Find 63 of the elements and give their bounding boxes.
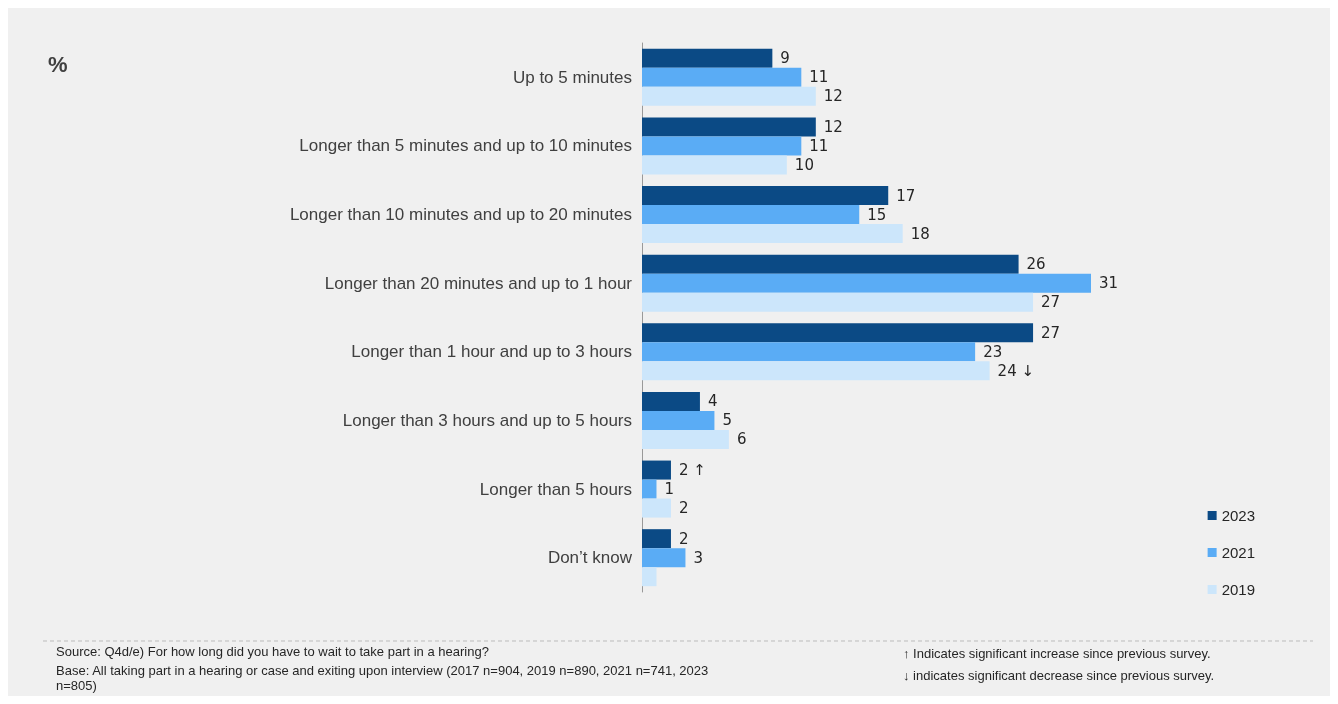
data-label: 6 bbox=[736, 430, 747, 449]
y-tick-label: Don’t know bbox=[547, 548, 633, 568]
bar bbox=[642, 292, 1034, 312]
data-label: 9 bbox=[780, 49, 790, 68]
data-label: 11 bbox=[809, 68, 829, 87]
data-label: 11 bbox=[809, 136, 829, 155]
bar bbox=[642, 479, 657, 499]
bar bbox=[642, 67, 802, 87]
bar bbox=[642, 342, 976, 362]
y-tick-label: Longer than 5 minutes and up to 10 minutes bbox=[299, 136, 632, 156]
bar bbox=[642, 136, 802, 156]
bar bbox=[642, 117, 816, 137]
text: % bbox=[48, 51, 68, 77]
legend-label: 2023 bbox=[1221, 507, 1256, 524]
data-label: 2 bbox=[678, 499, 689, 518]
data-label: 2 bbox=[678, 529, 689, 548]
data-label: 15 bbox=[867, 205, 887, 224]
data-label: 3 bbox=[693, 548, 703, 567]
data-label: 17 bbox=[896, 186, 916, 205]
bar bbox=[642, 48, 773, 68]
data-label: 10 bbox=[794, 155, 814, 174]
bar bbox=[642, 361, 990, 381]
data-label: 27 bbox=[1041, 293, 1061, 312]
bar bbox=[642, 391, 700, 411]
data-label: 23 bbox=[983, 342, 1003, 361]
bar bbox=[642, 410, 715, 430]
y-tick-label: Up to 5 minutes bbox=[512, 67, 632, 87]
data-label: 12 bbox=[823, 87, 843, 106]
bar bbox=[642, 205, 860, 225]
legend-label: 2021 bbox=[1221, 544, 1256, 561]
bar bbox=[642, 273, 1091, 293]
data-label: 4 bbox=[707, 392, 718, 411]
source-note: Source: Q4d/e) For how long did you have to wait to take part in a hearing? bbox=[56, 644, 489, 659]
text: ↑ Indicates significant increase since previous survey. bbox=[903, 646, 1211, 661]
data-label: 26 bbox=[1026, 255, 1046, 274]
bar bbox=[642, 529, 671, 549]
y-tick-label: Longer than 1 hour and up to 3 hours bbox=[351, 342, 632, 362]
data-label: 31 bbox=[1099, 274, 1119, 293]
bar bbox=[642, 254, 1019, 274]
y-tick-label: Longer than 20 minutes and up to 1 hour bbox=[324, 273, 633, 293]
text: Base: All taking part in a hearing or case and exiting upon interview (2017 n=904, 2019 n=890, 2021 n=741, 2023 n=805) bbox=[56, 663, 712, 693]
y-tick-label: Longer than 3 hours and up to 5 hours bbox=[342, 410, 632, 430]
data-label: 5 bbox=[722, 411, 732, 430]
bar bbox=[642, 429, 729, 449]
bar bbox=[642, 155, 787, 175]
y-tick-label: Longer than 5 hours bbox=[479, 479, 632, 499]
bar bbox=[642, 498, 671, 518]
bar bbox=[642, 567, 657, 587]
bar bbox=[642, 86, 816, 106]
data-label: 1 bbox=[664, 480, 675, 499]
bar bbox=[642, 224, 903, 244]
data-label: 18 bbox=[910, 224, 930, 243]
y-tick-label: Longer than 10 minutes and up to 20 minutes bbox=[289, 205, 632, 225]
bar bbox=[642, 323, 1034, 343]
bar bbox=[642, 186, 889, 206]
data-label: 12 bbox=[823, 117, 843, 136]
data-label: 27 bbox=[1041, 323, 1061, 342]
data-label: 2 ↑ bbox=[678, 461, 706, 480]
legend-label: 2019 bbox=[1221, 581, 1256, 598]
data-label: 24 ↓ bbox=[997, 361, 1035, 380]
text: ↓ indicates significant decrease since previous survey. bbox=[903, 668, 1215, 683]
bar bbox=[642, 548, 686, 568]
bar bbox=[642, 460, 671, 480]
